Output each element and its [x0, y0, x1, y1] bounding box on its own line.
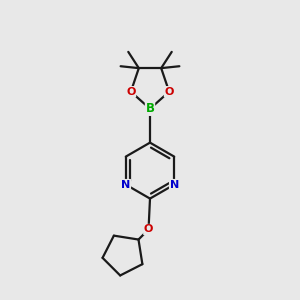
- Text: O: O: [126, 87, 136, 97]
- Text: N: N: [121, 180, 130, 190]
- Text: O: O: [144, 224, 153, 235]
- Text: B: B: [146, 102, 154, 115]
- Text: O: O: [164, 87, 174, 97]
- Text: N: N: [169, 180, 179, 190]
